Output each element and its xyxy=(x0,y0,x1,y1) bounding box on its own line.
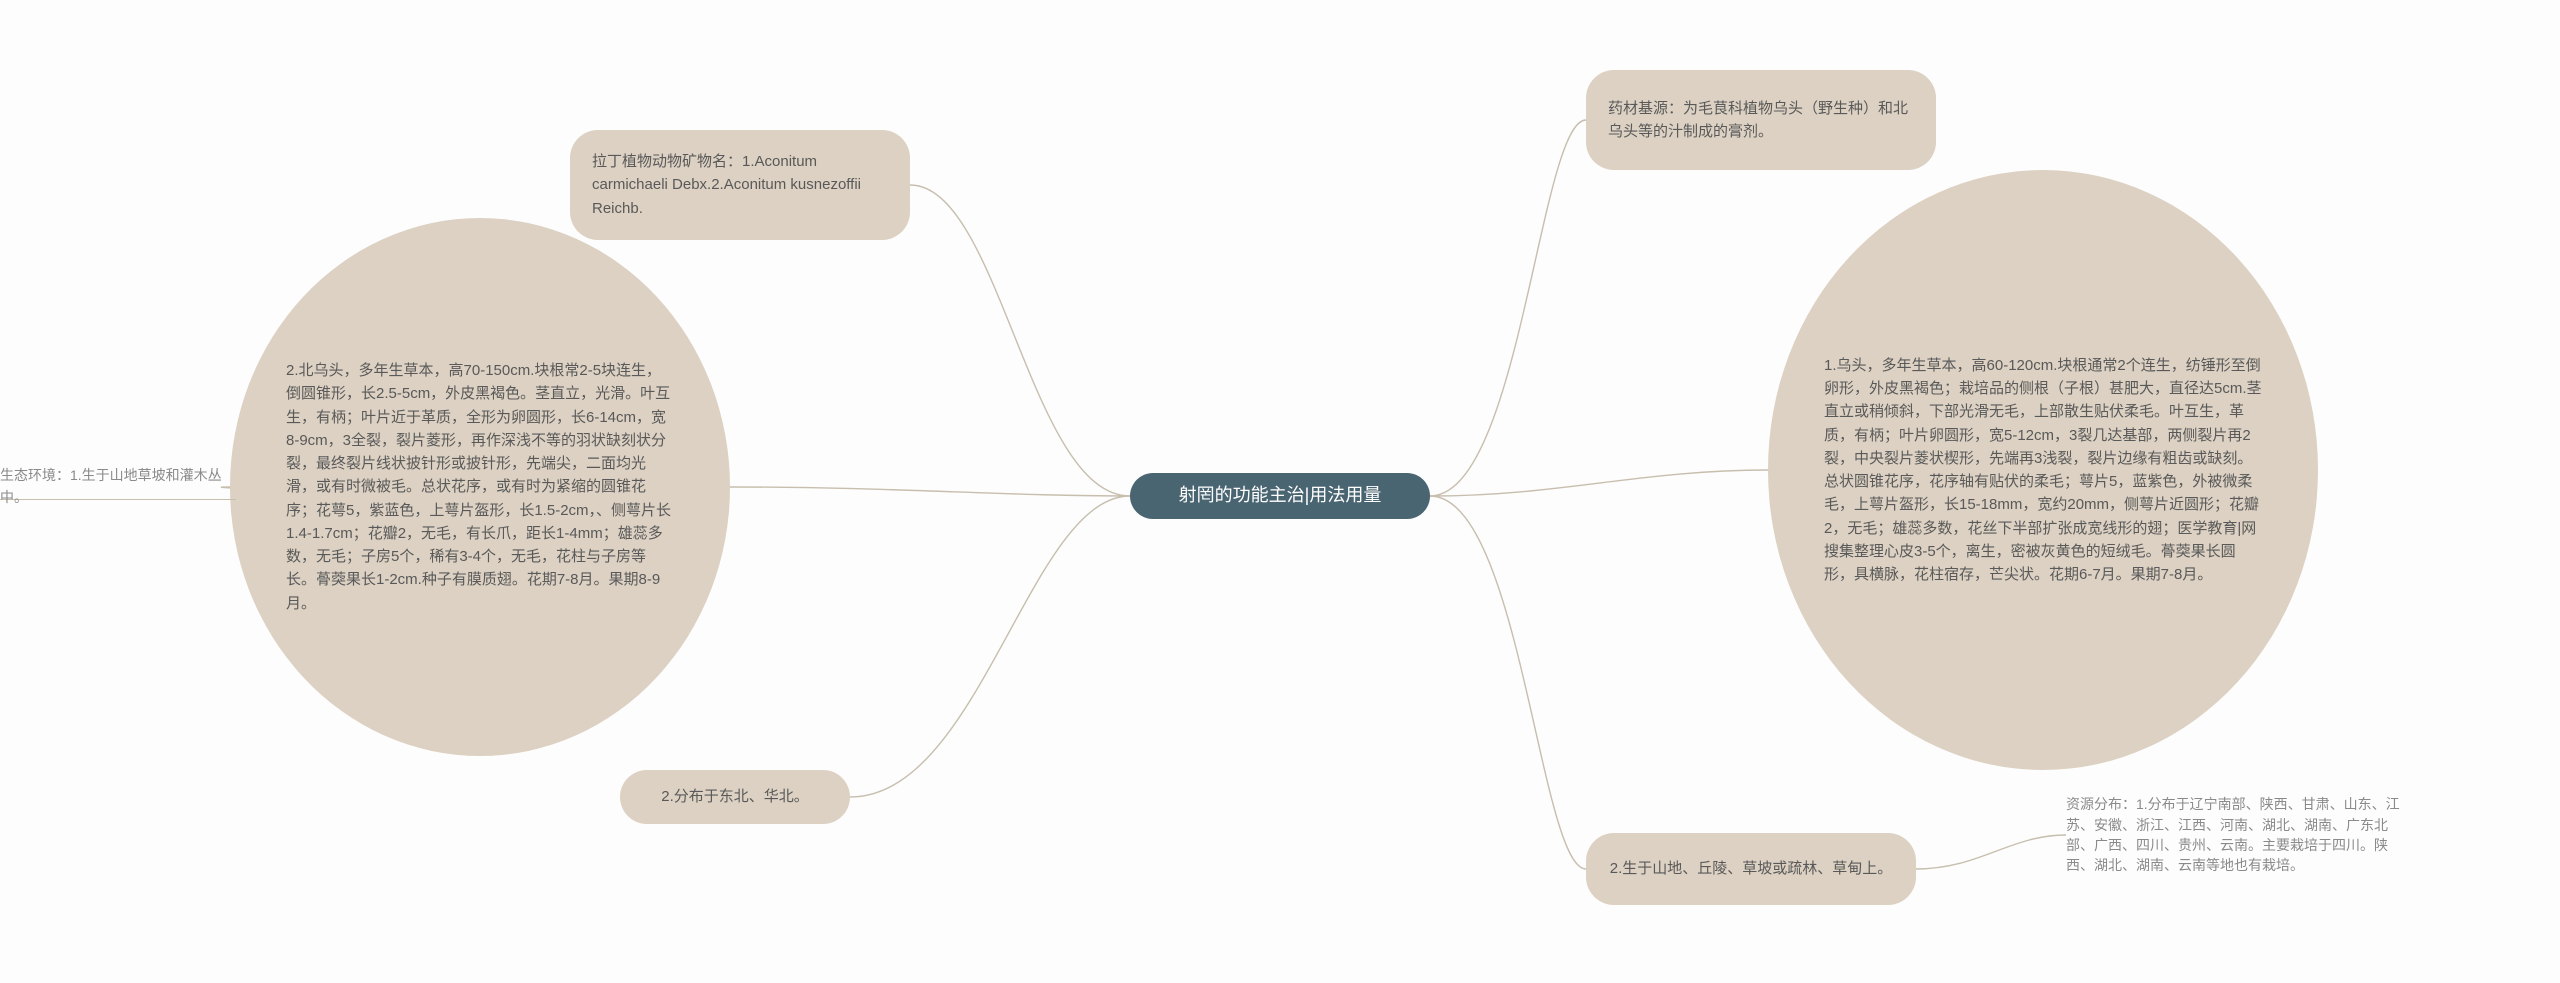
root-node[interactable]: 射罔的功能主治|用法用量 xyxy=(1130,473,1430,519)
mindmap-canvas: 射罔的功能主治|用法用量 拉丁植物动物矿物名：1.Aconitum carmic… xyxy=(0,0,2560,983)
edge xyxy=(1430,470,1768,496)
node-wutou-desc[interactable]: 1.乌头，多年生草本，高60-120cm.块根通常2个连生，纺锤形至倒卵形，外皮… xyxy=(1768,170,2318,770)
leaf-ecology[interactable]: 生态环境：1.生于山地草坡和灌木丛中。 xyxy=(0,478,236,500)
edge xyxy=(1430,496,1586,869)
edge xyxy=(730,487,1130,496)
edge xyxy=(850,496,1130,797)
node-yaocai-source[interactable]: 药材基源：为毛茛科植物乌头（野生种）和北乌头等的汁制成的膏剂。 xyxy=(1586,70,1936,170)
leaf-resource-distribution[interactable]: 资源分布：1.分布于辽宁南部、陕西、甘肃、山东、江苏、安徽、浙江、江西、河南、湖… xyxy=(2066,788,2408,882)
edge xyxy=(910,185,1130,496)
node-bei-wutou-desc[interactable]: 2.北乌头，多年生草本，高70-150cm.块根常2-5块连生，倒圆锥形，长2.… xyxy=(230,218,730,756)
node-distribution-ne[interactable]: 2.分布于东北、华北。 xyxy=(620,770,850,824)
edge xyxy=(1916,835,2066,869)
edge xyxy=(1430,120,1586,496)
node-habitat-mountain[interactable]: 2.生于山地、丘陵、草坡或疏林、草甸上。 xyxy=(1586,833,1916,905)
node-latin-names[interactable]: 拉丁植物动物矿物名：1.Aconitum carmichaeli Debx.2.… xyxy=(570,130,910,240)
